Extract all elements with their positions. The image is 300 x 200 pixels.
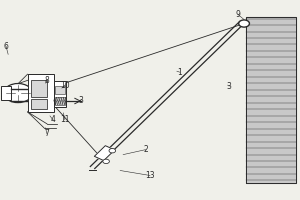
Text: 10: 10	[60, 81, 70, 90]
Text: 9: 9	[236, 10, 241, 19]
Text: 4: 4	[50, 115, 56, 124]
Text: 2: 2	[143, 145, 148, 154]
Bar	[31, 99, 47, 109]
Circle shape	[239, 20, 249, 27]
Polygon shape	[94, 146, 115, 161]
Text: 3: 3	[79, 96, 84, 105]
Bar	[55, 97, 65, 105]
Bar	[28, 74, 54, 112]
Text: 1: 1	[178, 68, 182, 77]
Text: 6: 6	[4, 42, 8, 51]
Bar	[31, 80, 47, 97]
Text: 8: 8	[45, 76, 50, 85]
Bar	[54, 81, 66, 107]
Text: 13: 13	[145, 171, 155, 180]
Text: 11: 11	[60, 115, 70, 124]
Text: 3: 3	[227, 82, 232, 91]
Circle shape	[109, 149, 116, 153]
Polygon shape	[246, 17, 296, 183]
Bar	[1, 86, 11, 100]
Circle shape	[103, 159, 110, 164]
Text: 7: 7	[44, 129, 50, 138]
Circle shape	[4, 84, 32, 103]
Bar	[55, 86, 65, 94]
